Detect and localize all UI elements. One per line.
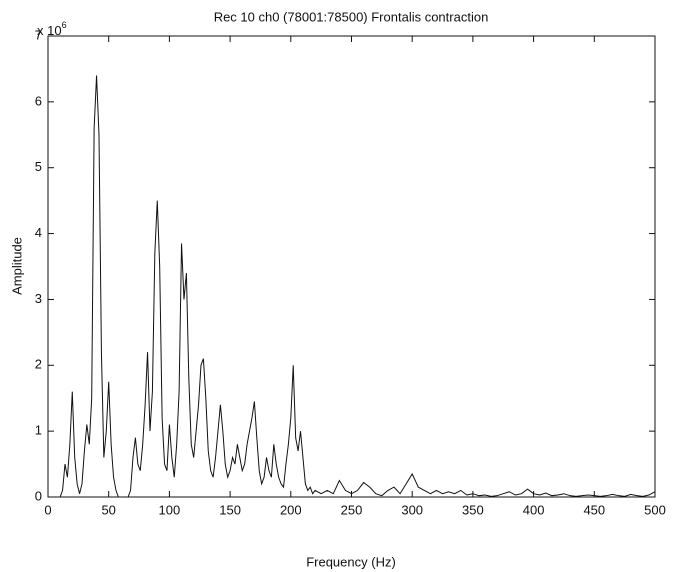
spectrum-line bbox=[48, 75, 656, 498]
x-tick-label: 50 bbox=[101, 502, 115, 517]
multiplier-base: x 10 bbox=[37, 23, 62, 38]
chart-title: Rec 10 ch0 (78001:78500) Frontalis contr… bbox=[214, 9, 489, 24]
x-tick-label: 200 bbox=[280, 502, 302, 517]
x-tick-label: 0 bbox=[44, 502, 51, 517]
y-tick-label: 7 bbox=[35, 27, 42, 42]
x-tick-label: 300 bbox=[401, 502, 423, 517]
x-tick-label: 100 bbox=[159, 502, 181, 517]
x-axis-label: Frequency (Hz) bbox=[306, 554, 396, 569]
y-tick-label: 4 bbox=[35, 225, 42, 240]
y-tick-label: 3 bbox=[35, 291, 42, 306]
x-tick-label: 450 bbox=[583, 502, 605, 517]
y-multiplier: x 106 bbox=[37, 20, 67, 38]
y-axis-label: Amplitude bbox=[9, 237, 24, 295]
x-tick-label: 400 bbox=[523, 502, 545, 517]
y-tick-label: 5 bbox=[35, 159, 42, 174]
x-tick-label: 350 bbox=[462, 502, 484, 517]
y-tick-label: 2 bbox=[35, 357, 42, 372]
x-tick-label: 150 bbox=[219, 502, 241, 517]
multiplier-exponent: 6 bbox=[62, 20, 67, 30]
x-tick-label: 500 bbox=[644, 502, 666, 517]
x-tick-label: 250 bbox=[341, 502, 363, 517]
y-tick-label: 0 bbox=[35, 488, 42, 503]
y-tick-label: 6 bbox=[35, 93, 42, 108]
axes-box bbox=[47, 35, 656, 498]
y-tick-label: 1 bbox=[35, 423, 42, 438]
